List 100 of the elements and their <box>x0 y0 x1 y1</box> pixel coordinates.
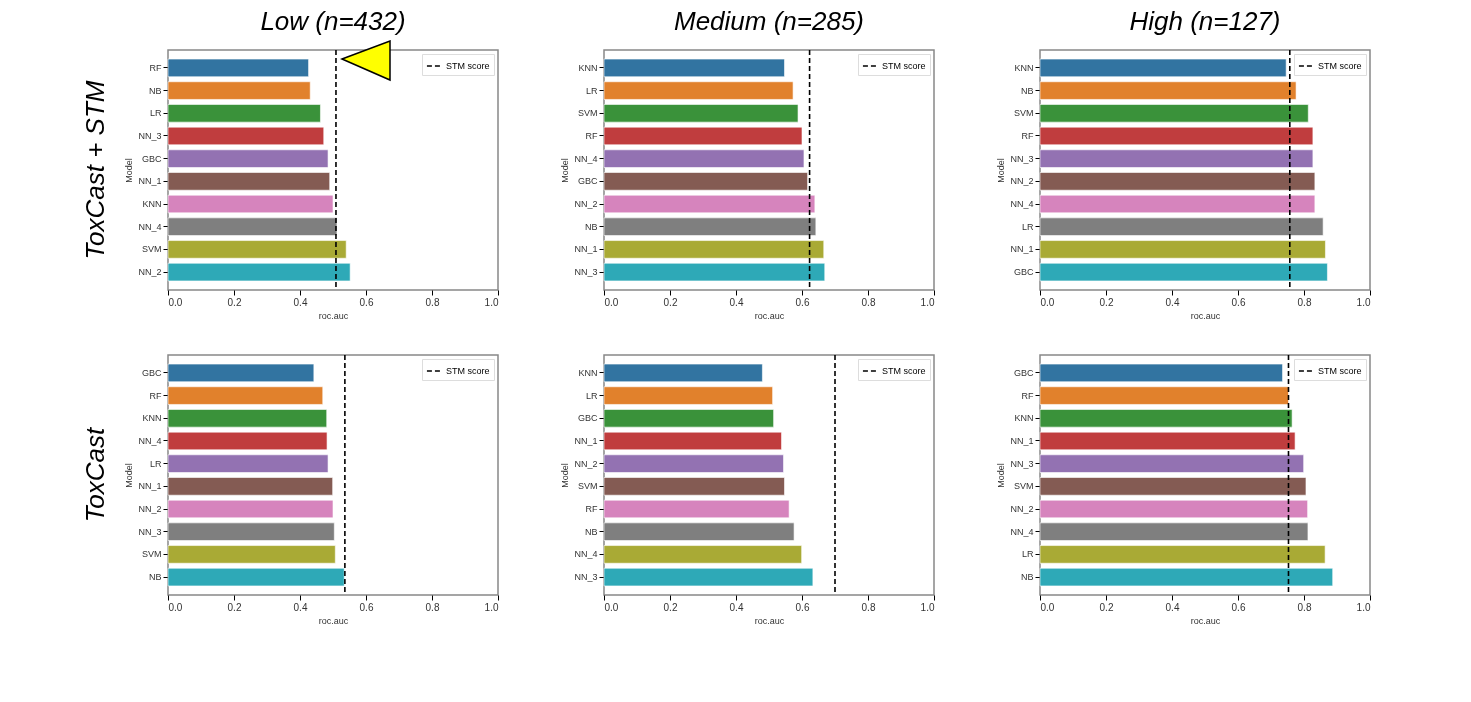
y-tick-label: NN_2 <box>574 199 598 210</box>
y-tick-label: SVM <box>577 108 598 119</box>
x-tick-label: 0.2 <box>663 296 678 308</box>
x-tick-label: 0.2 <box>663 601 678 613</box>
x-tick-label: 0.6 <box>795 296 810 308</box>
x-tick-label: 0.8 <box>861 601 876 613</box>
y-tick-label: NN_1 <box>1010 435 1034 446</box>
x-tick-label: 0.8 <box>425 296 440 308</box>
y-tick-label: NB <box>148 572 162 583</box>
y-tick-label: NB <box>1020 85 1034 96</box>
y-tick-label: NN_2 <box>1010 504 1034 515</box>
y-tick-label: NN_2 <box>1010 176 1034 187</box>
y-tick-label: NN_3 <box>1010 458 1034 469</box>
y-tick-label: NB <box>148 85 162 96</box>
y-tick-label: NN_2 <box>138 267 162 278</box>
y-tick-label: GBC <box>141 153 162 164</box>
x-tick-label: 0.4 <box>293 296 308 308</box>
y-tick-label: LR <box>1021 221 1034 232</box>
x-tick-label: 1.0 <box>484 601 499 613</box>
x-tick-label: 0.0 <box>604 296 619 308</box>
y-tick-label: NN_2 <box>138 504 162 515</box>
y-tick-label: LR <box>149 458 162 469</box>
y-tick-label: KNN <box>142 199 162 210</box>
y-tick-label: RF <box>585 130 598 141</box>
x-tick-label: 0.6 <box>1231 296 1246 308</box>
y-tick-label: RF <box>149 390 162 401</box>
y-tick-label: NN_4 <box>138 435 162 446</box>
y-tick-label: NN_3 <box>138 130 162 141</box>
y-tick-label: NN_4 <box>574 549 598 560</box>
y-axis-title: Model <box>124 463 135 488</box>
y-tick-label: SVM <box>1013 481 1034 492</box>
y-tick-label: NN_3 <box>1010 153 1034 164</box>
x-tick-label: 0.2 <box>1099 601 1114 613</box>
y-tick-label: KNN <box>1014 62 1034 73</box>
y-tick-label: NN_3 <box>574 267 598 278</box>
y-tick-label: SVM <box>141 244 162 255</box>
y-tick-label: NN_4 <box>1010 526 1034 537</box>
y-tick-label: NN_3 <box>138 526 162 537</box>
x-tick-label: 1.0 <box>920 296 935 308</box>
y-tick-label: NN_4 <box>138 221 162 232</box>
y-axis-title: Model <box>124 158 135 183</box>
x-tick-label: 0.2 <box>227 601 242 613</box>
text: ToxCast <box>80 426 110 523</box>
y-tick-label: NN_1 <box>138 481 162 492</box>
y-tick-label: KNN <box>142 413 162 424</box>
y-tick-label: NN_4 <box>574 153 598 164</box>
x-tick-label: 0.8 <box>425 601 440 613</box>
y-axis-title: Model <box>996 158 1007 183</box>
y-tick-label: RF <box>1021 130 1034 141</box>
y-tick-label: LR <box>149 108 162 119</box>
chart-title: Low (n=432) <box>260 6 406 37</box>
ref-line-label: STM score <box>446 366 490 376</box>
y-tick-label: GBC <box>1013 367 1034 378</box>
ref-line-label: STM score <box>446 61 490 71</box>
x-axis-title: roc.auc <box>1190 310 1221 321</box>
y-tick-label: KNN <box>578 62 598 73</box>
y-tick-label: LR <box>1021 549 1034 560</box>
y-tick-label: NB <box>584 221 598 232</box>
y-tick-label: NN_1 <box>1010 244 1034 255</box>
x-tick-label: 0.8 <box>1297 296 1312 308</box>
y-tick-label: NN_3 <box>574 572 598 583</box>
y-tick-label: GBC <box>141 367 162 378</box>
y-tick-label: SVM <box>1013 108 1034 119</box>
y-tick-label: LR <box>585 390 598 401</box>
x-tick-label: 0.2 <box>227 296 242 308</box>
x-tick-label: 0.6 <box>359 601 374 613</box>
chart-title: Medium (n=285) <box>673 6 865 37</box>
y-tick-label: RF <box>1021 390 1034 401</box>
y-tick-label: NN_4 <box>1010 199 1034 210</box>
y-tick-label: NB <box>584 526 598 537</box>
x-tick-label: 0.4 <box>729 601 744 613</box>
y-tick-label: NB <box>1020 572 1034 583</box>
x-tick-label: 0.0 <box>1040 296 1055 308</box>
y-axis-title: Model <box>996 463 1007 488</box>
x-tick-label: 1.0 <box>1356 601 1371 613</box>
x-tick-label: 0.4 <box>293 601 308 613</box>
y-tick-label: GBC <box>577 413 598 424</box>
x-tick-label: 0.0 <box>168 601 183 613</box>
x-tick-label: 0.8 <box>861 296 876 308</box>
y-axis-title: Model <box>560 463 571 488</box>
x-tick-label: 0.0 <box>604 601 619 613</box>
y-tick-label: KNN <box>578 367 598 378</box>
y-tick-label: LR <box>585 85 598 96</box>
x-tick-label: 1.0 <box>920 601 935 613</box>
x-tick-label: 1.0 <box>484 296 499 308</box>
y-tick-label: NN_1 <box>574 244 598 255</box>
ref-line-label: STM score <box>1318 366 1362 376</box>
y-tick-label: NN_2 <box>574 458 598 469</box>
x-tick-label: 0.6 <box>795 601 810 613</box>
y-tick-label: SVM <box>577 481 598 492</box>
x-tick-label: 1.0 <box>1356 296 1371 308</box>
y-tick-label: NN_1 <box>574 435 598 446</box>
x-tick-label: 0.2 <box>1099 296 1114 308</box>
y-axis-title: Model <box>560 158 571 183</box>
y-tick-label: RF <box>585 504 598 515</box>
ref-line-label: STM score <box>882 61 926 71</box>
y-tick-label: KNN <box>1014 413 1034 424</box>
x-tick-label: 0.4 <box>1165 601 1180 613</box>
y-tick-label: GBC <box>577 176 598 187</box>
x-tick-label: 0.0 <box>1040 601 1055 613</box>
